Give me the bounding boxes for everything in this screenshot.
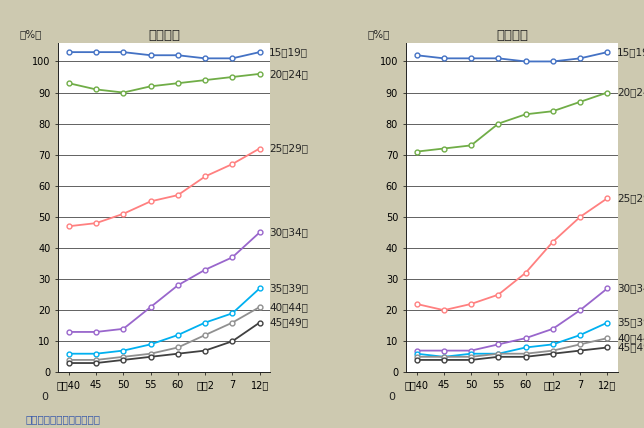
Text: 40～44歳: 40～44歳 [269,302,308,312]
Text: 25～29歳: 25～29歳 [617,193,644,203]
Text: 25～29歳: 25～29歳 [269,143,308,154]
Text: 20～24歳: 20～24歳 [269,69,308,79]
Text: 15～19歳: 15～19歳 [617,47,644,57]
Text: 20～24歳: 20～24歳 [617,88,644,98]
Text: （%）: （%） [20,30,42,39]
Text: 15～19歳: 15～19歳 [269,47,308,57]
Text: 35～39歳: 35～39歳 [617,318,644,327]
Text: 30～34歳: 30～34歳 [617,283,644,294]
Text: 40～44歳: 40～44歳 [617,333,644,343]
Text: 30～34歳: 30～34歳 [269,227,308,238]
Text: 資料：総務省「国勢調査」: 資料：総務省「国勢調査」 [26,414,100,424]
Text: 35～39歳: 35～39歳 [269,283,308,294]
Text: （%）: （%） [368,30,390,39]
Text: 45～49歳: 45～49歳 [269,318,308,327]
Text: 0: 0 [41,392,48,402]
Text: 0: 0 [389,392,395,402]
Text: 45～49歳: 45～49歳 [617,342,644,353]
Title: （男性）: （男性） [148,29,180,42]
Title: （女性）: （女性） [496,29,528,42]
